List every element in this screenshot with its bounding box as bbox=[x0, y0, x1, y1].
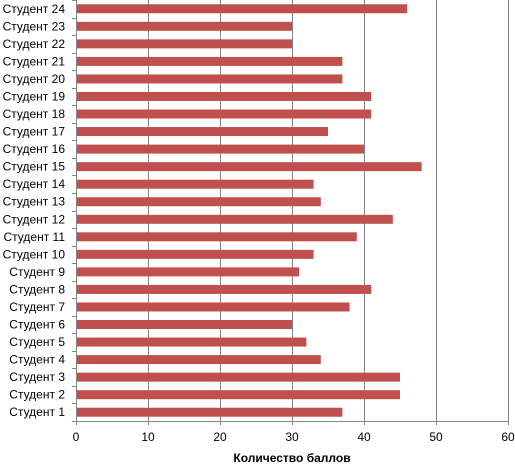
bar-17 bbox=[76, 127, 328, 137]
category-label-12: Студент 12 bbox=[3, 212, 66, 226]
category-label-10: Студент 10 bbox=[3, 247, 66, 261]
category-label-1: Студент 1 bbox=[9, 405, 65, 419]
bar-21 bbox=[76, 56, 343, 66]
x-axis-title: Количество баллов bbox=[233, 451, 350, 464]
category-label-7: Студент 7 bbox=[9, 300, 65, 314]
category-label-8: Студент 8 bbox=[9, 282, 65, 296]
bar-18 bbox=[76, 109, 372, 119]
bar-19 bbox=[76, 91, 372, 101]
category-label-19: Студент 19 bbox=[3, 89, 66, 103]
category-label-2: Студент 2 bbox=[9, 388, 65, 402]
bars bbox=[76, 4, 422, 417]
category-label-4: Студент 4 bbox=[9, 353, 65, 367]
category-labels: Студент 1 Студент 2 Студент 3 Студент 4 Студ… bbox=[3, 2, 66, 419]
bar-13 bbox=[76, 197, 321, 207]
category-label-9: Студент 9 bbox=[9, 265, 65, 279]
bar-6 bbox=[76, 320, 292, 330]
category-label-18: Студент 18 bbox=[3, 107, 66, 121]
bar-9 bbox=[76, 267, 300, 277]
category-label-16: Студент 16 bbox=[3, 142, 66, 156]
bar-20 bbox=[76, 74, 343, 84]
category-label-22: Студент 22 bbox=[3, 37, 66, 51]
x-tick-label-0: 0 bbox=[73, 430, 80, 444]
x-tick-label-50: 50 bbox=[429, 430, 443, 444]
axes bbox=[72, 0, 509, 425]
category-label-15: Студент 15 bbox=[3, 160, 66, 174]
x-tick-label-30: 30 bbox=[285, 430, 299, 444]
category-label-3: Студент 3 bbox=[9, 370, 65, 384]
bar-16 bbox=[76, 144, 364, 154]
category-label-5: Студент 5 bbox=[9, 335, 65, 349]
bar-2 bbox=[76, 390, 400, 400]
category-label-17: Студент 17 bbox=[3, 125, 66, 139]
category-label-6: Студент 6 bbox=[9, 318, 65, 332]
bar-23 bbox=[76, 21, 292, 31]
category-label-14: Студент 14 bbox=[3, 177, 66, 191]
bar-11 bbox=[76, 232, 357, 242]
bar-1 bbox=[76, 407, 343, 417]
x-tick-labels: 0 10 20 30 40 50 60 bbox=[73, 430, 515, 444]
bar-12 bbox=[76, 214, 393, 224]
gridlines bbox=[148, 0, 509, 421]
bar-7 bbox=[76, 302, 350, 312]
bar-8 bbox=[76, 284, 372, 294]
category-label-13: Студент 13 bbox=[3, 195, 66, 209]
x-tick-label-40: 40 bbox=[357, 430, 371, 444]
bar-10 bbox=[76, 249, 314, 259]
bar-5 bbox=[76, 337, 307, 347]
bar-14 bbox=[76, 179, 314, 189]
category-label-23: Студент 23 bbox=[3, 19, 66, 33]
bar-4 bbox=[76, 355, 321, 365]
category-label-11: Студент 11 bbox=[4, 230, 66, 244]
bar-3 bbox=[76, 372, 400, 382]
category-label-21: Студент 21 bbox=[3, 54, 66, 68]
bar-24 bbox=[76, 4, 408, 14]
bar-22 bbox=[76, 39, 292, 49]
x-tick-label-10: 10 bbox=[141, 430, 155, 444]
x-tick-label-60: 60 bbox=[501, 430, 515, 444]
category-label-20: Студент 20 bbox=[3, 72, 66, 86]
x-tick-label-20: 20 bbox=[213, 430, 227, 444]
category-label-24: Студент 24 bbox=[3, 2, 66, 16]
bar-15 bbox=[76, 162, 422, 172]
